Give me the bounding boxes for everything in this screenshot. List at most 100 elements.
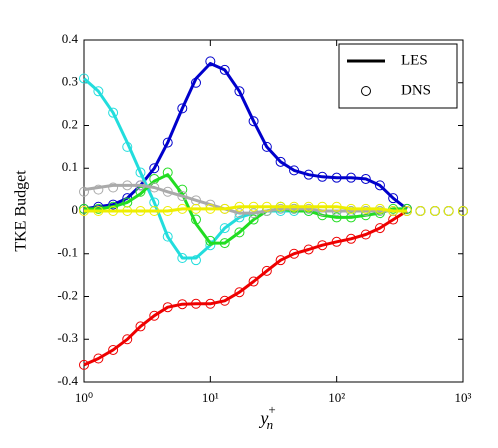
dns-marker — [205, 235, 216, 246]
x-tick-label: 10¹ — [202, 390, 219, 405]
dns-marker — [248, 208, 259, 219]
dns-marker — [93, 86, 104, 97]
dns-marker — [248, 214, 259, 225]
dns-marker — [190, 203, 201, 214]
x-label-main: y — [258, 408, 268, 428]
dns-marker — [275, 255, 286, 266]
dns-marker — [177, 184, 188, 195]
dns-marker — [205, 203, 216, 214]
y-tick-label: 0.3 — [62, 74, 78, 89]
y-axis-label: TKE Budget — [13, 170, 30, 252]
dns-marker — [303, 244, 314, 255]
x-label-sup: + — [268, 402, 275, 417]
dns-marker — [162, 167, 173, 178]
dns-marker — [149, 163, 160, 174]
dns-marker — [162, 137, 173, 148]
dns-marker — [234, 227, 245, 238]
dns-marker — [401, 206, 412, 216]
dns-marker — [360, 229, 371, 240]
dns-marker — [135, 186, 146, 197]
y-tick-label: -0.3 — [57, 330, 78, 345]
dns-marker — [234, 208, 245, 219]
dns-marker — [374, 180, 385, 191]
dns-marker — [79, 206, 89, 216]
les-line — [84, 205, 407, 213]
dns-marker — [93, 184, 104, 195]
dns-marker — [303, 169, 314, 180]
dns-marker — [234, 86, 245, 97]
y-tick-label: 0.4 — [62, 31, 79, 46]
dns-marker — [122, 141, 133, 152]
les-line — [84, 173, 407, 245]
dns-marker — [248, 201, 259, 212]
dns-marker — [177, 191, 188, 202]
dns-marker — [162, 231, 173, 242]
dns-marker — [135, 321, 146, 332]
dns-marker — [360, 173, 371, 184]
dns-marker — [108, 107, 119, 118]
dns-marker — [261, 265, 272, 276]
dns-marker — [135, 180, 146, 191]
dns-marker — [275, 156, 286, 167]
y-tick-label: -0.1 — [57, 245, 78, 260]
y-tick-label: 0.2 — [62, 116, 78, 131]
dns-marker — [346, 203, 357, 214]
dns-marker — [135, 206, 146, 216]
dns-marker — [162, 186, 173, 197]
dns-marker — [79, 186, 89, 197]
dns-marker — [177, 253, 188, 264]
dns-marker — [108, 182, 119, 193]
dns-marker — [458, 206, 468, 216]
dns-marker — [261, 201, 272, 212]
dns-marker — [289, 248, 300, 259]
dns-marker — [248, 116, 259, 127]
dns-marker — [177, 203, 188, 214]
dns-marker — [190, 214, 201, 225]
dns-marker — [149, 206, 160, 216]
y-tick-label: -0.4 — [57, 373, 78, 388]
dns-marker — [108, 344, 119, 355]
x-tick-label: 10⁰ — [75, 390, 93, 405]
dns-marker — [219, 223, 230, 234]
dns-marker — [346, 233, 357, 244]
dns-marker — [374, 223, 385, 234]
x-label-sub: n — [267, 417, 274, 432]
dns-marker — [261, 141, 272, 152]
dns-marker — [317, 171, 328, 182]
dns-marker — [79, 359, 89, 370]
x-tick-label: 10² — [328, 390, 345, 405]
x-tick-label: 10³ — [455, 390, 472, 405]
dns-marker — [177, 299, 188, 310]
dns-marker — [331, 201, 342, 212]
dns-marker — [289, 165, 300, 176]
dns-marker — [149, 310, 160, 321]
dns-marker — [429, 206, 440, 216]
dns-marker — [234, 201, 245, 212]
y-tick-label: 0.1 — [62, 159, 78, 174]
dns-marker — [177, 103, 188, 114]
dns-marker — [122, 180, 133, 191]
x-axis-label: y+ n — [258, 402, 275, 432]
dns-marker — [190, 255, 201, 266]
dns-marker — [108, 206, 119, 216]
dns-marker — [205, 56, 216, 67]
dns-marker — [162, 206, 173, 216]
dns-marker — [219, 64, 230, 75]
dns-marker — [317, 201, 328, 212]
dns-marker — [93, 206, 104, 216]
dns-marker — [219, 295, 230, 306]
y-tick-label: -0.2 — [57, 287, 78, 302]
legend-marker — [361, 86, 371, 96]
dns-marker — [149, 182, 160, 193]
dns-marker — [289, 201, 300, 212]
legend-label: DNS — [401, 82, 431, 98]
dns-marker — [190, 298, 201, 309]
dns-marker — [360, 203, 371, 214]
dns-marker — [317, 240, 328, 251]
dns-marker — [205, 298, 216, 309]
dns-marker — [331, 172, 342, 183]
dns-marker — [219, 203, 230, 214]
dns-marker — [443, 206, 454, 216]
dns-marker — [331, 236, 342, 247]
